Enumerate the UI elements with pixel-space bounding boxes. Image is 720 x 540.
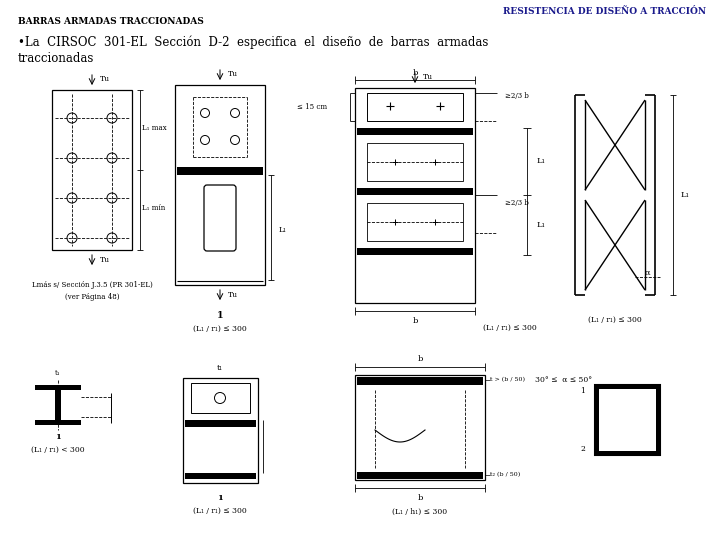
Bar <box>55 390 61 420</box>
Text: BARRAS ARMADAS TRACCIONADAS: BARRAS ARMADAS TRACCIONADAS <box>18 17 204 26</box>
Text: 1: 1 <box>55 433 61 441</box>
Bar <box>35 420 81 425</box>
Text: L₁: L₁ <box>537 221 546 229</box>
Bar <box>355 88 475 303</box>
Bar <box>355 375 485 480</box>
Bar <box>177 167 263 175</box>
Text: (L₁ / r₁) < 300: (L₁ / r₁) < 300 <box>31 446 85 454</box>
Text: Lmás s/ Sección J.3.5 (PR 301-EL): Lmás s/ Sección J.3.5 (PR 301-EL) <box>32 281 153 289</box>
Bar <box>357 377 483 385</box>
Text: (ver Página 48): (ver Página 48) <box>65 293 120 301</box>
Text: Tu: Tu <box>423 73 433 81</box>
Bar <box>357 472 483 479</box>
Text: b: b <box>418 355 423 363</box>
Text: (L₁ / r₁) ≤ 300: (L₁ / r₁) ≤ 300 <box>193 507 247 515</box>
Text: Tu: Tu <box>228 291 238 299</box>
Text: L₁: L₁ <box>681 191 690 199</box>
Text: ≥2/3 b: ≥2/3 b <box>505 199 529 207</box>
Bar <box>595 385 599 455</box>
Text: Tu: Tu <box>228 70 238 78</box>
Text: 1: 1 <box>217 310 223 320</box>
Text: L₁ max: L₁ max <box>142 124 167 132</box>
Text: b: b <box>413 317 418 325</box>
Text: Tu: Tu <box>100 256 110 264</box>
Text: traccionadas: traccionadas <box>18 51 94 64</box>
Text: L₁: L₁ <box>537 157 546 165</box>
Text: 30° ≤  α ≤ 50°: 30° ≤ α ≤ 50° <box>535 376 592 384</box>
Text: 2: 2 <box>580 445 585 453</box>
Text: (L₁ / h₁) ≤ 300: (L₁ / h₁) ≤ 300 <box>392 508 448 516</box>
Bar <box>367 143 463 181</box>
Text: t > (b / 50): t > (b / 50) <box>490 377 525 382</box>
Text: b: b <box>413 69 418 77</box>
Bar <box>175 85 265 285</box>
Text: (L₁ / r₁) ≤ 300: (L₁ / r₁) ≤ 300 <box>483 324 537 332</box>
Bar <box>185 473 256 479</box>
Text: L₁: L₁ <box>279 226 287 234</box>
Text: L₁ mín: L₁ mín <box>142 204 166 212</box>
Text: ≥2/3 b: ≥2/3 b <box>505 92 529 100</box>
Bar <box>357 248 473 255</box>
Bar <box>357 188 473 195</box>
Text: (L₁ / r₁) ≤ 300: (L₁ / r₁) ≤ 300 <box>193 325 247 333</box>
Bar <box>367 93 463 121</box>
Bar <box>656 385 660 455</box>
Bar <box>595 385 660 455</box>
Bar <box>595 451 660 455</box>
FancyBboxPatch shape <box>204 185 236 251</box>
Text: 1: 1 <box>217 494 223 502</box>
Text: t₁: t₁ <box>217 364 223 372</box>
Text: b: b <box>418 494 423 502</box>
Text: Tu: Tu <box>100 75 110 83</box>
Bar <box>595 385 660 389</box>
Bar <box>191 383 250 413</box>
Text: α: α <box>644 269 650 277</box>
Text: ≤ 15 cm: ≤ 15 cm <box>297 103 327 111</box>
Bar <box>357 128 473 135</box>
Bar <box>183 378 258 483</box>
Bar <box>35 385 81 390</box>
Text: RESISTENCIA DE DISEÑO A TRACCIÓN: RESISTENCIA DE DISEÑO A TRACCIÓN <box>503 8 706 17</box>
Bar <box>185 420 256 427</box>
Bar <box>52 90 132 250</box>
Text: t₁: t₁ <box>55 369 60 377</box>
Bar <box>367 203 463 241</box>
Text: (L₁ / r₁) ≤ 300: (L₁ / r₁) ≤ 300 <box>588 316 642 324</box>
Text: •La  CIRSOC  301-EL  Sección  D-2  especifica  el  diseño  de  barras  armadas: •La CIRSOC 301-EL Sección D-2 especifica… <box>18 35 488 49</box>
Text: t₂ (b / 50): t₂ (b / 50) <box>490 472 521 477</box>
Text: 1: 1 <box>580 387 585 395</box>
